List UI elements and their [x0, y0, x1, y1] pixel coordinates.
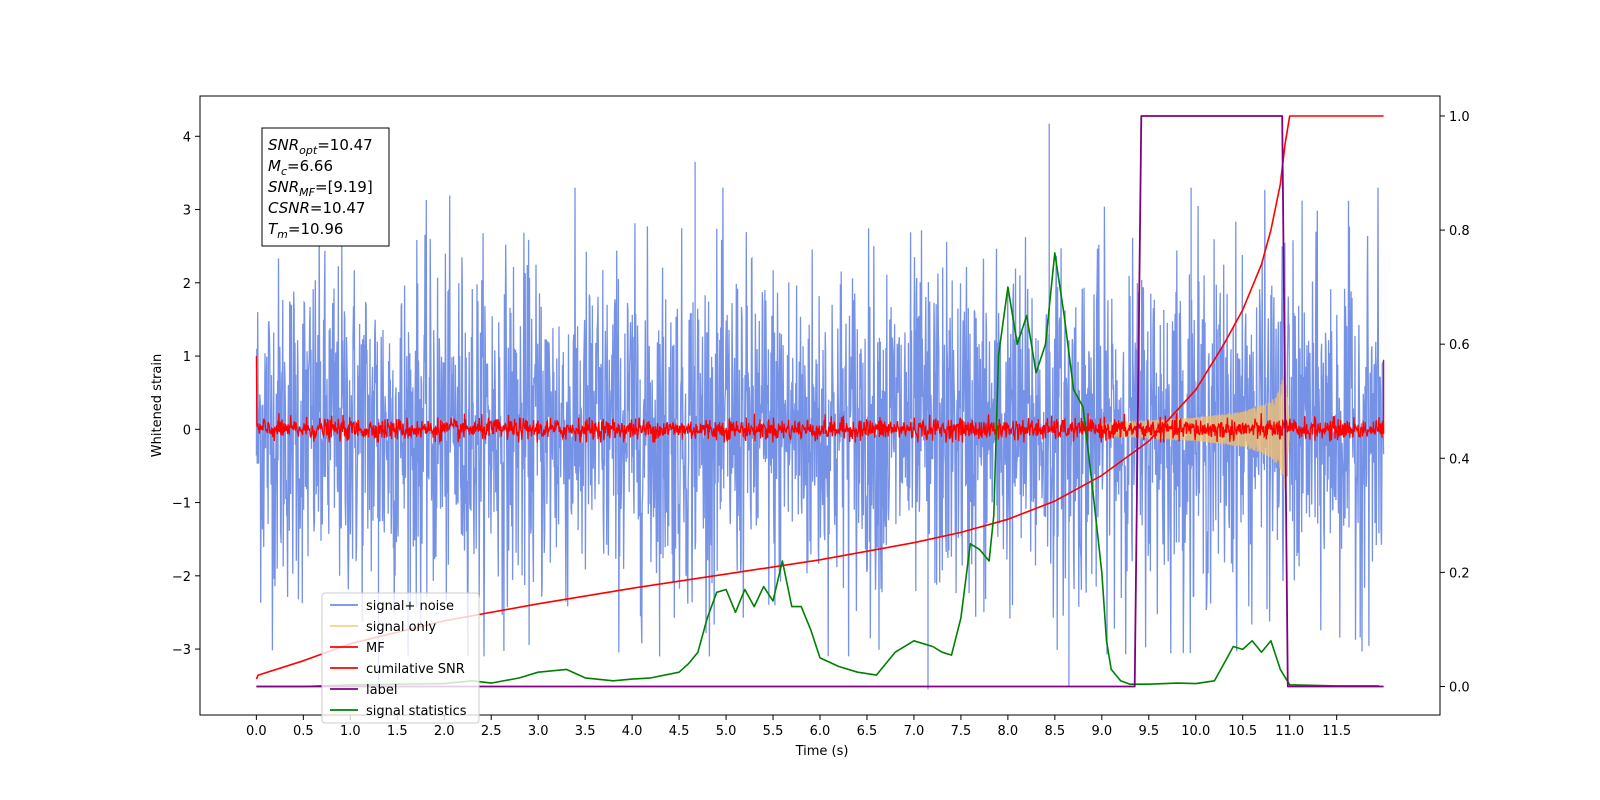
- info-symbol: M: [268, 157, 281, 175]
- annotations: SNRopt=10.47Mc=6.66SNRMF=[9.19]CSNR=10.4…: [261, 127, 480, 724]
- info-subscript: c: [281, 165, 287, 178]
- x-tick-label: 3.0: [528, 724, 549, 739]
- info-line: Tm=10.96: [268, 220, 343, 241]
- x-tick-label: 8.0: [998, 724, 1019, 739]
- y-left-tick-label: 4: [183, 130, 191, 145]
- info-line: Mc=6.66: [268, 157, 333, 178]
- info-line: CSNR=10.47: [268, 199, 365, 217]
- x-tick-label: 9.5: [1138, 724, 1159, 739]
- x-tick-label: 6.5: [857, 724, 878, 739]
- y-left-tick-label: −3: [172, 643, 191, 658]
- info-value: =10.47: [317, 136, 373, 154]
- x-tick-label: 10.5: [1228, 724, 1257, 739]
- series-mf: [255, 356, 1385, 443]
- x-tick-label: 8.5: [1045, 724, 1066, 739]
- x-tick-label: 4.5: [669, 724, 690, 739]
- y-left-tick-label: 2: [183, 277, 191, 292]
- x-axis-label: Time (s): [795, 744, 849, 759]
- info-value: =6.66: [287, 157, 333, 175]
- info-value: =10.47: [310, 199, 366, 217]
- y-right-tick-label: 0.6: [1449, 338, 1470, 353]
- x-tick-label: 10.0: [1181, 724, 1210, 739]
- info-subscript: MF: [299, 186, 315, 199]
- info-symbol: SNR: [268, 136, 299, 154]
- y-left-tick-label: 1: [183, 350, 191, 365]
- x-tick-label: 5.5: [763, 724, 784, 739]
- x-tick-label: 4.0: [622, 724, 643, 739]
- x-tick-label: 11.0: [1275, 724, 1304, 739]
- info-symbol: CSNR: [268, 199, 310, 217]
- y-right-tick-label: 1.0: [1449, 110, 1470, 125]
- x-tick-label: 1.0: [340, 724, 361, 739]
- x-tick-label: 1.5: [387, 724, 408, 739]
- axes: 0.0 0.5 1.0 1.5 2.0 2.5 3.0 3.5 4.0 4.5 5.0 5.5 6.0 6…: [150, 95, 1470, 759]
- legend-label: label: [366, 683, 397, 698]
- y-left-tick-label: −2: [172, 570, 191, 585]
- info-line: SNRopt=10.47: [268, 136, 373, 157]
- y-right-tick-label: 0.4: [1449, 452, 1470, 467]
- x-tick-label: 6.0: [810, 724, 831, 739]
- x-tick-label: 0.0: [246, 724, 267, 739]
- legend-label: cumilative SNR: [366, 662, 465, 677]
- y-left-tick-label: 3: [183, 204, 191, 219]
- y-axis-label: Whitened strain: [150, 354, 165, 457]
- x-tick-label: 11.5: [1322, 724, 1351, 739]
- x-tick-label: 9.0: [1091, 724, 1112, 739]
- series-label: [256, 115, 1384, 688]
- x-tick-label: 2.5: [481, 724, 502, 739]
- legend-label: MF: [366, 641, 385, 656]
- info-line: SNRMF=[9.19]: [268, 178, 373, 199]
- info-value: =10.96: [288, 220, 344, 238]
- legend-label: signal only: [366, 620, 436, 635]
- y-right-tick-label: 0.0: [1449, 680, 1470, 695]
- legend-label: signal+ noise: [366, 599, 454, 614]
- series-signal-noise: [255, 123, 1385, 690]
- y-right-tick-label: 0.2: [1449, 566, 1470, 581]
- info-subscript: m: [277, 228, 288, 241]
- y-left-tick-label: −1: [172, 497, 191, 512]
- info-symbol: SNR: [268, 178, 299, 196]
- x-tick-label: 0.5: [293, 724, 314, 739]
- x-tick-label: 5.0: [716, 724, 737, 739]
- x-tick-label: 3.5: [575, 724, 596, 739]
- info-subscript: opt: [299, 144, 318, 157]
- info-value: =[9.19]: [315, 178, 373, 196]
- legend: [321, 592, 480, 724]
- info-symbol: T: [268, 220, 279, 238]
- y-right-tick-label: 0.8: [1449, 224, 1470, 239]
- info-box: [261, 127, 390, 247]
- series-signal-statistics: [256, 252, 1379, 688]
- x-tick-label: 7.5: [951, 724, 972, 739]
- y-left-tick-label: 0: [183, 423, 191, 438]
- x-tick-label: 7.0: [904, 724, 925, 739]
- x-tick-label: 2.0: [434, 724, 455, 739]
- legend-label: signal statistics: [366, 704, 467, 719]
